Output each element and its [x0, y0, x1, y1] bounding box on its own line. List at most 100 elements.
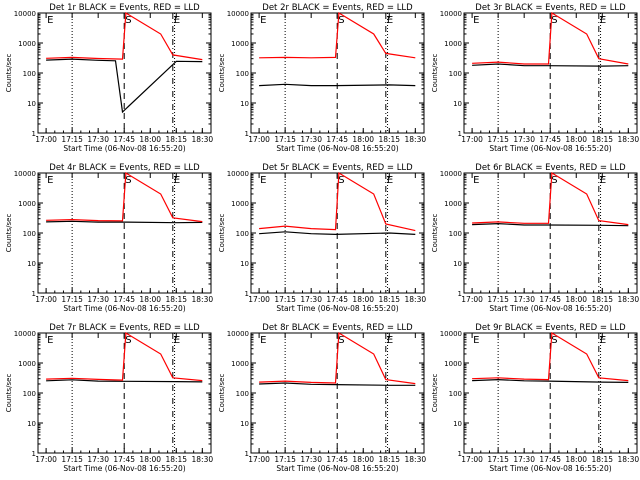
y-tick-label: 10000: [14, 330, 36, 338]
x-axis-label: Start Time (06-Nov-08 16:55:20): [63, 304, 185, 313]
panel-title: Det 4r BLACK = Events, RED = LLD: [49, 163, 200, 173]
x-tick-label: 17:45: [113, 295, 135, 304]
x-tick-label: 17:45: [113, 455, 135, 464]
x-axis-label: Start Time (06-Nov-08 16:55:20): [276, 304, 398, 313]
x-tick-label: 18:15: [165, 455, 187, 464]
series-events-line: [472, 63, 629, 67]
x-tick-label: 18:15: [378, 455, 400, 464]
y-tick-label: 10: [453, 420, 462, 428]
x-tick-label: 17:30: [87, 455, 109, 464]
panel-5: Det 5r BLACK = Events, RED = LLD 1 10 100 10…: [218, 163, 426, 313]
y-tick-label: 10: [453, 100, 462, 108]
x-tick-label: 18:15: [591, 135, 613, 144]
event-marker: S: [338, 15, 344, 26]
y-axis-label: Counts/sec: [431, 54, 439, 93]
x-axis-label: Start Time (06-Nov-08 16:55:20): [63, 464, 185, 473]
y-tick-label: 10000: [227, 330, 249, 338]
series-events-line: [259, 382, 416, 386]
y-tick-label: 100: [236, 390, 249, 398]
y-tick-label: 10000: [14, 170, 36, 178]
event-marker: E: [174, 15, 180, 26]
panel-title: Det 2r BLACK = Events, RED = LLD: [262, 3, 413, 13]
y-tick-label: 100: [236, 230, 249, 238]
y-tick-label: 100: [23, 390, 36, 398]
y-tick-label: 1000: [231, 200, 249, 208]
y-axis-label: Counts/sec: [431, 374, 439, 413]
x-tick-label: 18:00: [565, 455, 587, 464]
series-events-line: [46, 379, 203, 383]
panel-6: Det 6r BLACK = Events, RED = LLD 1 10 100 10…: [431, 163, 639, 313]
x-tick-label: 17:15: [61, 455, 83, 464]
event-marker: E: [473, 15, 479, 26]
y-tick-label: 1: [458, 450, 462, 458]
y-tick-label: 10: [240, 420, 249, 428]
x-tick-label: 17:15: [274, 135, 296, 144]
x-tick-label: 17:45: [539, 295, 561, 304]
y-tick-label: 1: [32, 450, 36, 458]
x-tick-label: 18:30: [405, 295, 427, 304]
y-tick-label: 100: [236, 70, 249, 78]
x-tick-label: 17:45: [539, 455, 561, 464]
event-marker: E: [47, 15, 53, 26]
x-tick-label: 17:45: [326, 295, 348, 304]
panel-title: Det 9r BLACK = Events, RED = LLD: [475, 323, 626, 333]
x-tick-label: 17:15: [487, 135, 509, 144]
series-events-line: [46, 58, 203, 114]
series-lld-line: [259, 331, 416, 385]
x-tick-label: 17:30: [87, 135, 109, 144]
event-marker: E: [47, 175, 53, 186]
x-tick-label: 17:00: [35, 295, 57, 304]
y-tick-label: 100: [23, 230, 36, 238]
x-tick-label: 18:00: [565, 295, 587, 304]
y-axis-label: Counts/sec: [431, 214, 439, 253]
y-tick-label: 10: [240, 260, 249, 268]
panel-title: Det 8r BLACK = Events, RED = LLD: [262, 323, 413, 333]
event-marker: S: [125, 175, 131, 186]
x-tick-label: 18:15: [165, 295, 187, 304]
series-lld-line: [46, 11, 203, 61]
series-events-line: [259, 83, 416, 87]
event-marker: S: [551, 15, 557, 26]
x-tick-label: 18:15: [165, 135, 187, 144]
event-marker: S: [125, 335, 131, 346]
y-tick-label: 10000: [440, 170, 462, 178]
x-tick-label: 18:00: [139, 135, 161, 144]
x-tick-label: 17:45: [539, 135, 561, 144]
panel-title: Det 3r BLACK = Events, RED = LLD: [475, 3, 626, 13]
x-tick-label: 17:30: [513, 455, 535, 464]
x-tick-label: 18:15: [378, 295, 400, 304]
x-axis-label: Start Time (06-Nov-08 16:55:20): [489, 304, 611, 313]
x-tick-label: 17:00: [461, 455, 483, 464]
event-marker: E: [387, 15, 393, 26]
event-marker: S: [338, 335, 344, 346]
x-tick-label: 18:30: [192, 295, 214, 304]
y-tick-label: 10000: [14, 10, 36, 18]
y-tick-label: 10: [240, 100, 249, 108]
y-axis-label: Counts/sec: [5, 374, 13, 413]
y-tick-label: 1: [458, 130, 462, 138]
y-tick-label: 10000: [440, 330, 462, 338]
panel-4: Det 4r BLACK = Events, RED = LLD 1 10 100 10…: [5, 163, 213, 313]
x-axis-label: Start Time (06-Nov-08 16:55:20): [489, 464, 611, 473]
panel-9: Det 9r BLACK = Events, RED = LLD 1 10 100 10…: [431, 323, 639, 473]
y-tick-label: 100: [449, 70, 462, 78]
x-axis-label: Start Time (06-Nov-08 16:55:20): [489, 144, 611, 153]
x-tick-label: 18:15: [591, 455, 613, 464]
series-lld-line: [259, 171, 416, 232]
x-tick-label: 17:15: [61, 295, 83, 304]
series-lld-line: [46, 331, 203, 382]
event-marker: S: [551, 335, 557, 346]
event-marker: E: [174, 175, 180, 186]
y-tick-label: 1: [32, 290, 36, 298]
y-tick-label: 10: [27, 260, 36, 268]
event-marker: S: [338, 175, 344, 186]
x-tick-label: 17:00: [461, 295, 483, 304]
x-tick-label: 18:00: [352, 295, 374, 304]
event-marker: E: [473, 175, 479, 186]
y-tick-label: 1000: [444, 200, 462, 208]
y-axis-label: Counts/sec: [5, 214, 13, 253]
y-axis-label: Counts/sec: [5, 54, 13, 93]
y-tick-label: 1: [32, 130, 36, 138]
x-tick-label: 18:30: [405, 135, 427, 144]
y-tick-label: 1000: [18, 200, 36, 208]
